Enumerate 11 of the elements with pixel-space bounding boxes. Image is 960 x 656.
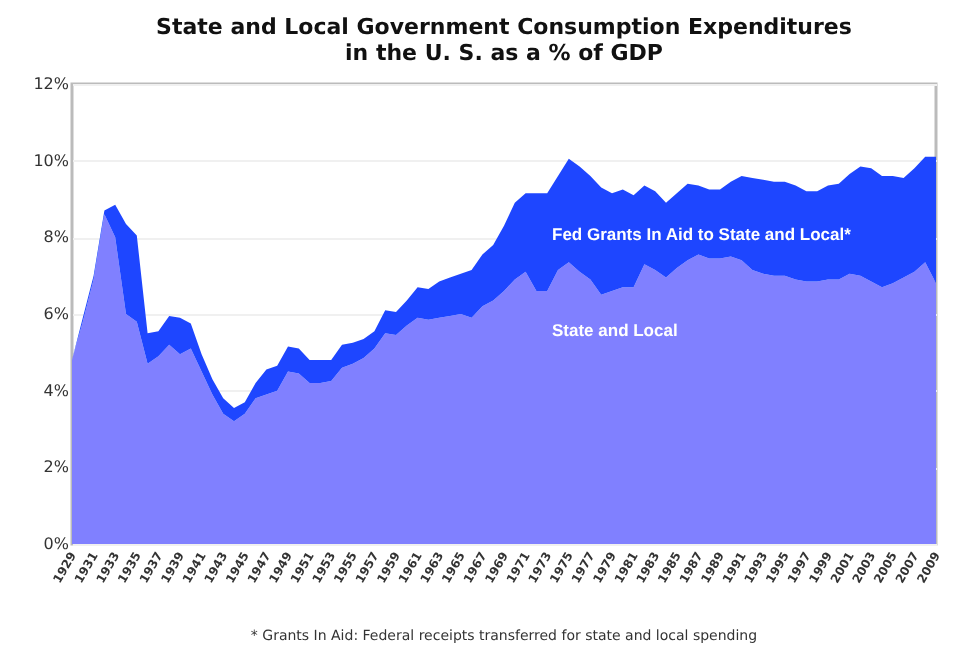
text: State and Local Government Consumption Expenditures: [156, 14, 852, 40]
y-tick-label: 4%: [43, 381, 70, 400]
text: in the U. S. as a % of GDP: [345, 40, 663, 66]
y-tick-label: 0%: [43, 535, 70, 553]
y-tick-label: 8%: [43, 228, 70, 247]
series-label: Fed Grants In Aid to State and Local*: [552, 224, 853, 244]
y-tick-label: 6%: [43, 305, 70, 323]
y-tick-label: 10%: [33, 151, 70, 170]
y-tick-label: 12%: [33, 75, 70, 93]
y-tick-label: 2%: [43, 458, 70, 477]
series-label: State and Local: [552, 320, 678, 340]
